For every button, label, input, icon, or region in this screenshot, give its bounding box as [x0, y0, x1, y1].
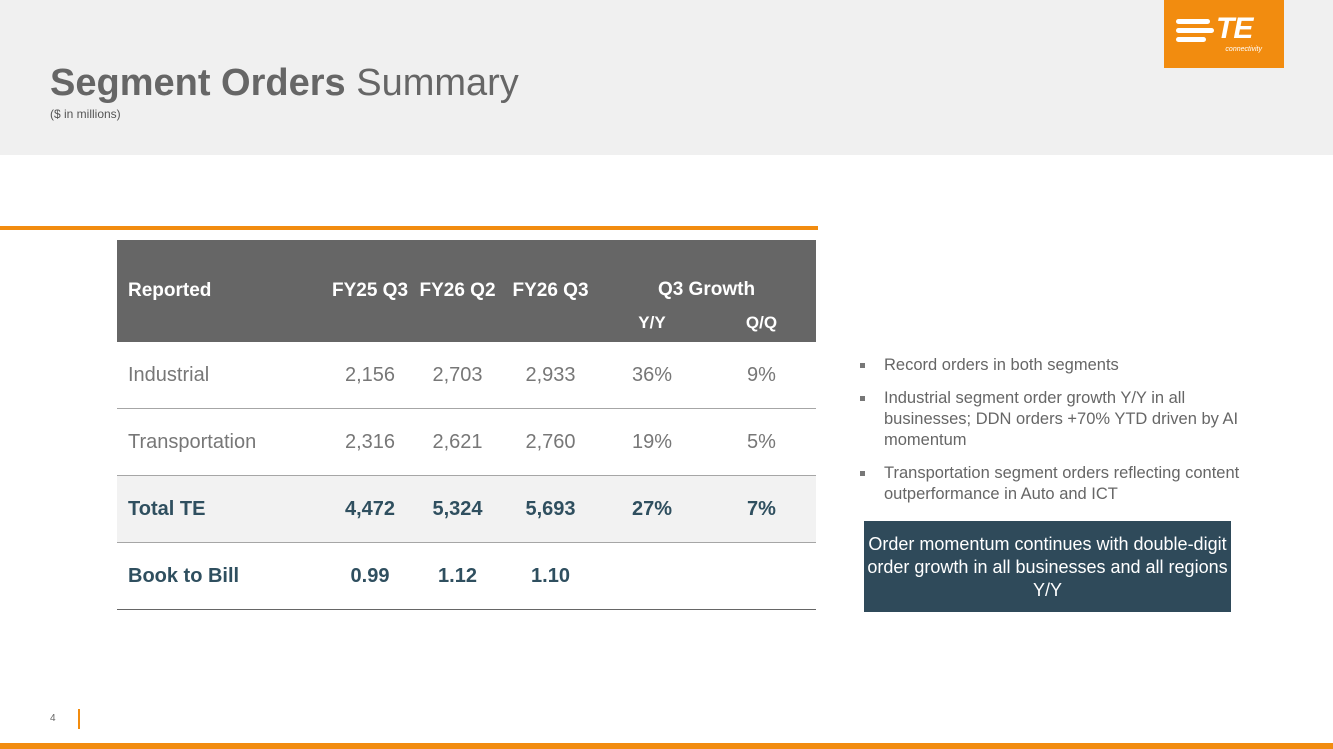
bullet-text: Industrial segment order growth Y/Y in a… [884, 389, 1239, 449]
cell-fy26-q2: 2,703 [411, 342, 504, 409]
cell-fy26-q3: 5,693 [504, 475, 597, 543]
cell-fy26-q3: 1.10 [504, 542, 597, 610]
callout-box: Order momentum continues with double-dig… [864, 521, 1231, 612]
row-label: Total TE [117, 475, 329, 543]
cell-fy26-q2: 5,324 [411, 475, 504, 543]
cell-yy: 27% [597, 475, 707, 543]
table-row-transportation: Transportation 2,316 2,621 2,760 19% 5% [117, 408, 816, 476]
list-item: Record orders in both segments [858, 355, 1268, 376]
cell-qq: 5% [707, 408, 816, 476]
te-logo-subtext: connectivity [1225, 46, 1262, 53]
bullet-square-icon [860, 396, 865, 401]
table-row-book-to-bill: Book to Bill 0.99 1.12 1.10 [117, 542, 816, 610]
header-q3-growth: Q3 Growth [597, 240, 816, 304]
table-row-total-te: Total TE 4,472 5,324 5,693 27% 7% [117, 475, 816, 543]
cell-fy25-q3: 2,316 [329, 408, 411, 476]
cell-qq: 7% [707, 475, 816, 543]
header-fy25-q3: FY25 Q3 [329, 240, 411, 342]
highlights-list: Record orders in both segments Industria… [858, 355, 1268, 517]
page-subtitle: ($ in millions) [50, 107, 121, 121]
cell-fy26-q2: 1.12 [411, 542, 504, 610]
cell-fy26-q2: 2,621 [411, 408, 504, 476]
bullet-square-icon [860, 471, 865, 476]
footer-orange-bar [0, 743, 1333, 749]
page-number: 4 [50, 713, 56, 724]
bullet-text: Record orders in both segments [884, 356, 1119, 374]
segment-orders-table: Reported FY25 Q3 FY26 Q2 FY26 Q3 Q3 Grow… [117, 240, 816, 610]
page-title: Segment Orders Summary [50, 60, 519, 106]
te-logo-mark: TE [1216, 12, 1253, 45]
header-qq: Q/Q [707, 304, 816, 342]
page-number-tick [78, 709, 80, 729]
cell-fy25-q3: 0.99 [329, 542, 411, 610]
cell-yy: 36% [597, 342, 707, 409]
list-item: Transportation segment orders reflecting… [858, 463, 1268, 505]
row-label: Transportation [117, 408, 329, 476]
page-title-bold: Segment Orders [50, 62, 346, 104]
page-title-rest: Summary [356, 62, 519, 104]
bullet-square-icon [860, 363, 865, 368]
cell-qq [707, 542, 816, 610]
orders-table-container: Reported FY25 Q3 FY26 Q2 FY26 Q3 Q3 Grow… [117, 240, 816, 610]
row-label: Book to Bill [117, 542, 329, 610]
cell-fy25-q3: 2,156 [329, 342, 411, 409]
bullet-text: Transportation segment orders reflecting… [884, 464, 1240, 503]
cell-fy25-q3: 4,472 [329, 475, 411, 543]
list-item: Industrial segment order growth Y/Y in a… [858, 388, 1268, 451]
cell-yy: 19% [597, 408, 707, 476]
cell-yy [597, 542, 707, 610]
table-row-industrial: Industrial 2,156 2,703 2,933 36% 9% [117, 342, 816, 409]
cell-fy26-q3: 2,933 [504, 342, 597, 409]
header-yy: Y/Y [597, 304, 707, 342]
header-reported: Reported [117, 240, 329, 342]
te-logo: TE connectivity [1164, 0, 1284, 68]
header-fy26-q3: FY26 Q3 [504, 240, 597, 342]
te-logo-bars-icon [1176, 19, 1214, 45]
row-label: Industrial [117, 342, 329, 409]
header-band [0, 0, 1333, 155]
cell-qq: 9% [707, 342, 816, 409]
header-fy26-q2: FY26 Q2 [411, 240, 504, 342]
orange-divider [0, 226, 818, 230]
cell-fy26-q3: 2,760 [504, 408, 597, 476]
